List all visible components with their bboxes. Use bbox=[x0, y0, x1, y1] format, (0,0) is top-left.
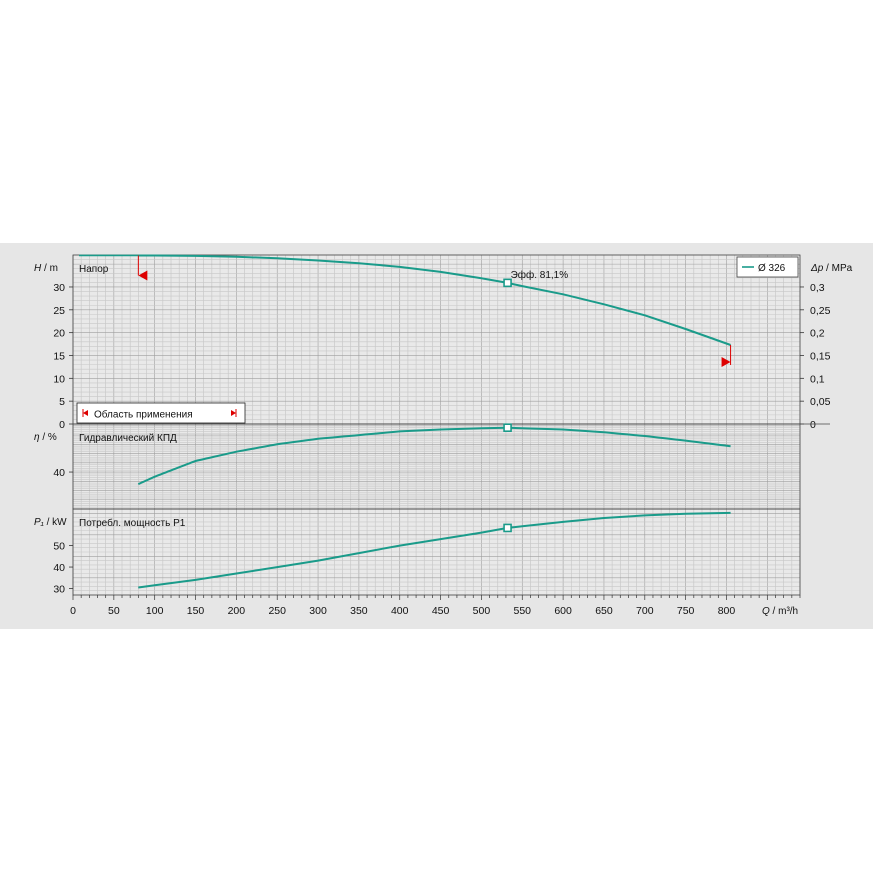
x-axis-label: Q / m³/h bbox=[762, 606, 798, 617]
legend-arrow-right-icon bbox=[231, 410, 236, 416]
legend-label: Ø 326 bbox=[758, 263, 786, 274]
operating-point-head bbox=[503, 278, 512, 288]
y-tick-label-head: 15 bbox=[53, 350, 65, 362]
curve-head bbox=[138, 254, 731, 346]
operating-range-legend bbox=[76, 402, 246, 424]
x-tick-label: 100 bbox=[146, 605, 164, 617]
y-tick-label-efficiency: 40 bbox=[53, 467, 65, 479]
range-min-arrow-icon bbox=[138, 270, 148, 281]
y2-tick-label: 0,2 bbox=[810, 328, 825, 340]
y2-tick-label: 0,05 bbox=[810, 396, 831, 408]
y-tick-label-head: 30 bbox=[53, 282, 65, 294]
x-tick-label: 250 bbox=[268, 605, 286, 617]
x-tick-label: 550 bbox=[514, 605, 532, 617]
grid-lines bbox=[72, 254, 801, 596]
y-axis-label-efficiency: η / % bbox=[34, 432, 57, 443]
pump-curve-chart: 0 5 10 15 20 25 30 H / m Напор 0 0,05 0,1 0,15 0,2 0,2… bbox=[0, 243, 873, 629]
x-tick-label: 0 bbox=[70, 605, 76, 617]
x-tick-label: 300 bbox=[309, 605, 327, 617]
y-axis-label-power: P₁ / kW bbox=[34, 517, 67, 528]
y2-tick-label: 0,3 bbox=[810, 282, 825, 294]
x-tick-label: 450 bbox=[432, 605, 450, 617]
curve-efficiency bbox=[137, 426, 731, 486]
x-tick-label: 150 bbox=[187, 605, 205, 617]
chart-canvas: 0 5 10 15 20 25 30 H / m Напор 0 0,05 0,1 0,15 0,2 0,2… bbox=[34, 254, 853, 617]
x-tick-label: 350 bbox=[350, 605, 368, 617]
x-tick-label: 700 bbox=[636, 605, 654, 617]
y-tick-label-head: 25 bbox=[53, 305, 65, 317]
y-tick-label-head: 0 bbox=[59, 419, 65, 431]
x-tick-label: 600 bbox=[554, 605, 572, 617]
y2-tick-label: 0 bbox=[810, 419, 816, 431]
x-tick-label: 400 bbox=[391, 605, 409, 617]
y-tick-label-head: 5 bbox=[59, 396, 65, 408]
range-max-arrow-icon bbox=[721, 356, 731, 367]
y-tick-label-power: 50 bbox=[53, 541, 65, 553]
panel-title-power: Потребл. мощность P1 bbox=[79, 517, 186, 529]
series-legend bbox=[736, 256, 799, 278]
y-tick-label-head: 20 bbox=[53, 328, 65, 340]
x-tick-label: 50 bbox=[108, 605, 120, 617]
operating-point-efficiency bbox=[503, 423, 512, 432]
y2-tick-label: 0,25 bbox=[810, 305, 831, 317]
panel-frame-power bbox=[72, 508, 801, 596]
y-tick-label-head: 10 bbox=[53, 373, 65, 385]
y-tick-label-power: 30 bbox=[53, 584, 65, 596]
operating-point-label: Эфф. 81,1% bbox=[511, 269, 569, 281]
x-tick-label: 500 bbox=[473, 605, 491, 617]
x-tick-label: 200 bbox=[228, 605, 246, 617]
operating-range-label: Область применения bbox=[94, 409, 193, 421]
x-tick-label: 750 bbox=[677, 605, 695, 617]
x-tick-label: 650 bbox=[595, 605, 613, 617]
panel-title-efficiency: Гидравлический КПД bbox=[79, 433, 177, 444]
x-tick-label: 800 bbox=[718, 605, 736, 617]
y-axis-label-head: H / m bbox=[34, 263, 58, 274]
y2-tick-label: 0,15 bbox=[810, 350, 831, 362]
y2-axis-label: Δp / MPa bbox=[810, 263, 853, 274]
plot-area bbox=[73, 255, 800, 595]
curve-power bbox=[138, 511, 731, 589]
operating-point-power bbox=[503, 523, 512, 533]
y-tick-label-power: 40 bbox=[53, 562, 65, 574]
panel-title-head: Напор bbox=[79, 264, 109, 275]
legend-arrow-left-icon bbox=[83, 410, 88, 416]
y2-tick-label: 0,1 bbox=[810, 373, 825, 385]
